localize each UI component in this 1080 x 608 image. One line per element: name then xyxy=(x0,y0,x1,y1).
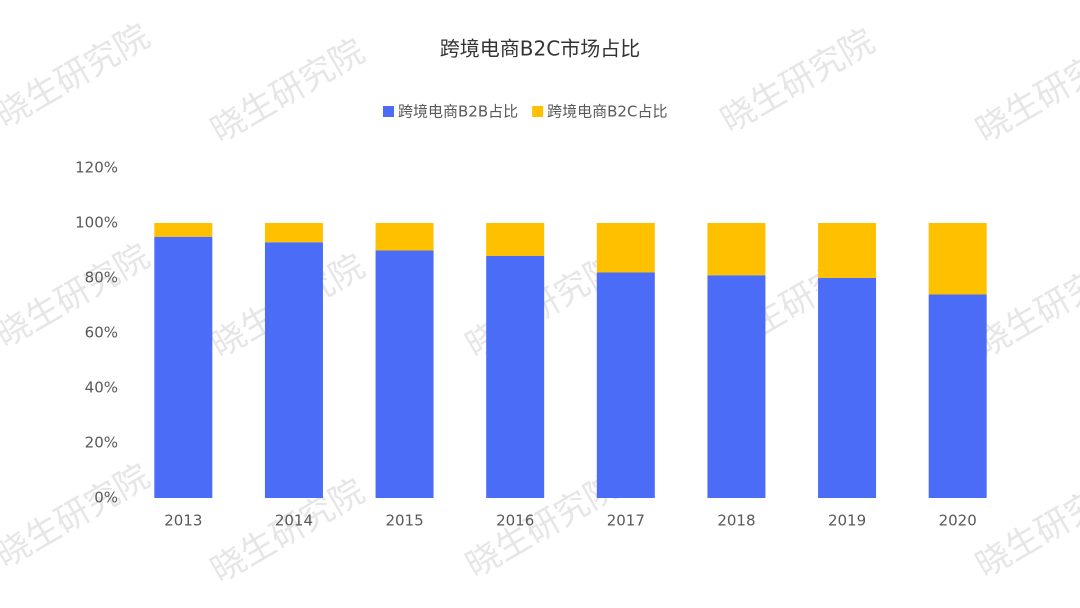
x-tick-label: 2020 xyxy=(939,512,977,530)
bar-segment xyxy=(375,223,434,251)
legend-swatch xyxy=(383,106,394,117)
watermark: 晓生研究院 xyxy=(0,456,156,576)
y-tick-label: 120% xyxy=(75,159,118,177)
y-tick-label: 60% xyxy=(85,324,118,342)
legend-label: 跨境电商B2C占比 xyxy=(547,103,667,121)
bar-segment xyxy=(818,278,877,498)
legend-label: 跨境电商B2B占比 xyxy=(398,103,518,121)
y-tick-label: 100% xyxy=(75,214,118,232)
watermark: 晓生研究院 xyxy=(969,31,1080,151)
legend-swatch xyxy=(532,106,544,117)
y-tick-label: 20% xyxy=(85,434,118,452)
x-tick-label: 2017 xyxy=(607,512,645,530)
bar-segment xyxy=(264,223,323,243)
y-tick-label: 80% xyxy=(85,269,118,287)
watermark: 晓生研究院 xyxy=(204,31,371,151)
bar-segment xyxy=(375,250,434,498)
bar-segment xyxy=(928,294,987,498)
bar-segment xyxy=(707,223,766,276)
x-tick-label: 2019 xyxy=(828,512,866,530)
watermark: 晓生研究院 xyxy=(0,16,156,136)
x-tick-label: 2018 xyxy=(717,512,755,530)
bar-segment xyxy=(596,223,655,273)
y-tick-label: 0% xyxy=(94,489,118,507)
bar-segment xyxy=(596,272,655,498)
bar-segment xyxy=(154,223,213,237)
chart-title: 跨境电商B2C市场占比 xyxy=(440,37,640,61)
bar-segment xyxy=(154,236,213,498)
x-tick-label: 2015 xyxy=(385,512,423,530)
x-tick-label: 2014 xyxy=(275,512,313,530)
x-tick-label: 2013 xyxy=(164,512,202,530)
bar-segment xyxy=(264,242,323,498)
x-tick-label: 2016 xyxy=(496,512,534,530)
bar-segment xyxy=(486,256,545,498)
y-tick-label: 40% xyxy=(85,379,118,397)
bar-segment xyxy=(707,275,766,498)
watermark: 晓生研究院 xyxy=(0,236,156,356)
bar-segment xyxy=(928,223,987,295)
bar-segment xyxy=(818,223,877,278)
watermark: 晓生研究院 xyxy=(714,21,881,141)
bar-segment xyxy=(486,223,545,256)
